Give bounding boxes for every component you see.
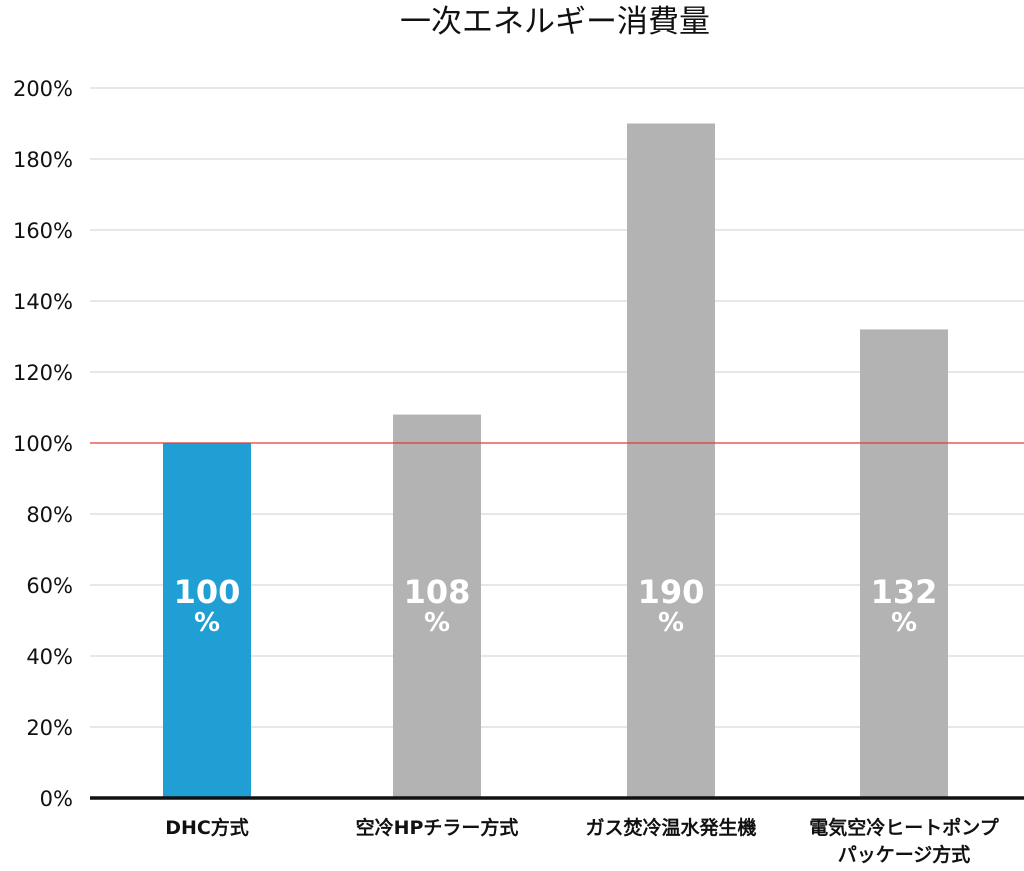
data-label: 108 — [404, 573, 471, 611]
y-tick-label: 80% — [26, 503, 73, 527]
y-tick-label: 100% — [13, 432, 73, 456]
y-tick-label: 40% — [26, 645, 73, 669]
y-tick-label: 180% — [13, 148, 73, 172]
bar — [627, 123, 715, 798]
data-label-unit: % — [424, 608, 450, 638]
bar — [393, 414, 481, 798]
bar — [163, 443, 251, 798]
category-label: 空冷HPチラー方式 — [356, 816, 519, 839]
y-tick-label: 0% — [40, 787, 73, 811]
y-tick-label: 20% — [26, 716, 73, 740]
data-label: 190 — [638, 573, 705, 611]
data-label: 100 — [174, 573, 241, 611]
data-label-unit: % — [194, 608, 220, 638]
data-label-unit: % — [891, 608, 917, 638]
category-label: 電気空冷ヒートポンプ — [809, 816, 999, 839]
chart-title: 一次エネルギー消費量 — [400, 4, 710, 40]
y-tick-label: 120% — [13, 361, 73, 385]
y-tick-label: 60% — [26, 574, 73, 598]
data-label-unit: % — [658, 608, 684, 638]
category-label: パッケージ方式 — [838, 843, 971, 866]
y-tick-label: 160% — [13, 219, 73, 243]
data-label: 132 — [871, 573, 938, 611]
category-label: ガス焚冷温水発生機 — [585, 816, 756, 839]
y-tick-label: 140% — [13, 290, 73, 314]
y-tick-label: 200% — [13, 77, 73, 101]
bar — [860, 329, 948, 798]
category-label: DHC方式 — [165, 816, 249, 839]
